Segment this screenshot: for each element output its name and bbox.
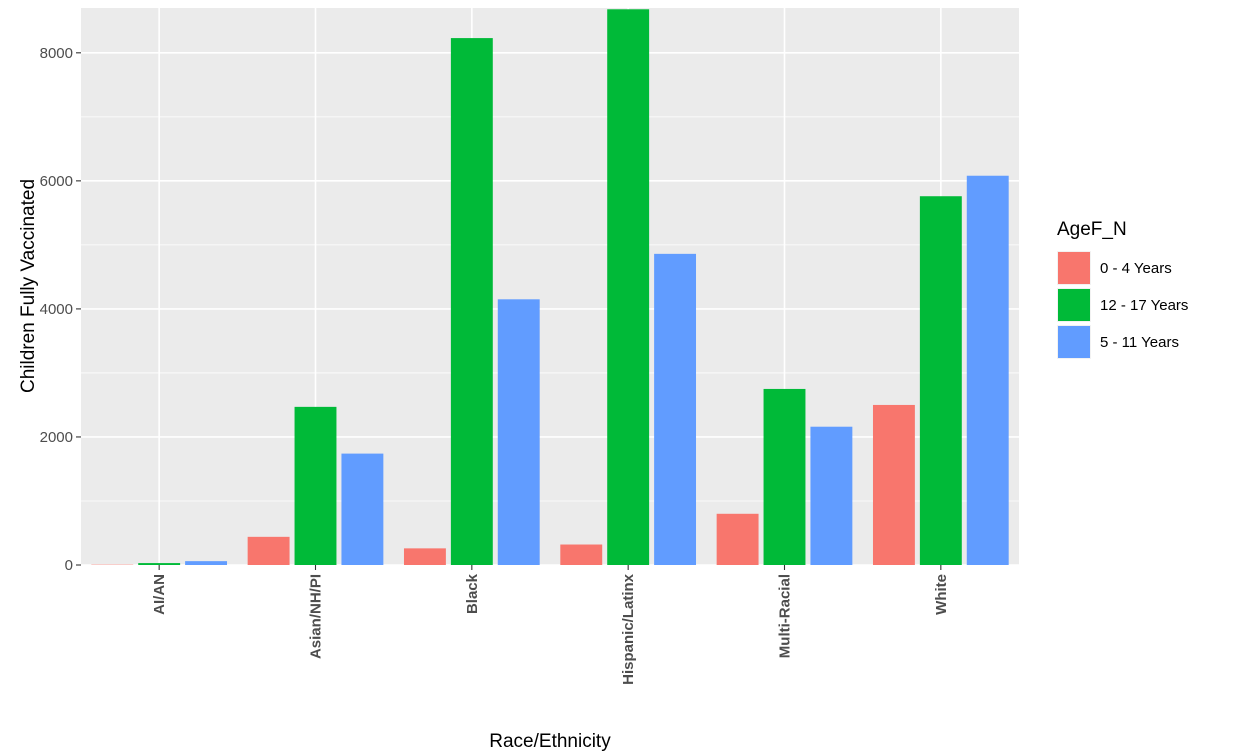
x-tick-label: AI/AN xyxy=(151,574,168,615)
legend-label: 5 - 11 Years xyxy=(1100,334,1179,351)
y-axis: 0 2000 4000 6000 8000 xyxy=(40,45,81,574)
bar xyxy=(560,544,603,565)
minor-gridlines xyxy=(81,116,1019,502)
y-tick-label: 2000 xyxy=(40,429,73,446)
x-tick-label: Asian/NH/PI xyxy=(308,574,325,659)
bar xyxy=(403,548,446,565)
bar xyxy=(607,9,650,566)
y-tick-label: 4000 xyxy=(40,301,73,318)
panel-background xyxy=(81,8,1019,565)
bar xyxy=(450,38,493,565)
y-tick-label: 6000 xyxy=(40,173,73,190)
x-axis-title: Race/Ethnicity xyxy=(489,731,611,752)
bar xyxy=(654,253,697,566)
legend-swatch xyxy=(1058,326,1090,358)
legend-swatch xyxy=(1058,252,1090,284)
y-tick-label: 8000 xyxy=(40,45,73,62)
bar xyxy=(872,404,915,565)
x-tick-label: Hispanic/Latinx xyxy=(620,573,637,685)
x-tick-label: Black xyxy=(464,573,481,614)
bar xyxy=(247,536,290,565)
bar xyxy=(294,406,337,565)
legend-label: 12 - 17 Years xyxy=(1100,297,1188,314)
legend-swatch xyxy=(1058,289,1090,321)
legend-title: AgeF_N xyxy=(1057,219,1127,240)
bar xyxy=(763,388,806,565)
bar xyxy=(716,513,759,565)
legend-label: 0 - 4 Years xyxy=(1100,260,1172,277)
x-tick-label: Multi-Racial xyxy=(777,574,794,658)
bar xyxy=(966,175,1009,565)
x-axis: AI/AN Asian/NH/PI Black Hispanic/Latinx Mult… xyxy=(151,565,950,685)
bar xyxy=(919,196,962,565)
y-axis-title: Children Fully Vaccinated xyxy=(18,179,39,393)
bar xyxy=(497,299,540,565)
bar xyxy=(341,453,384,565)
y-tick-label: 0 xyxy=(65,557,73,574)
x-tick-label: White xyxy=(933,574,950,615)
legend: AgeF_N 0 - 4 Years 12 - 17 Years 5 - 11 Ye… xyxy=(1057,219,1188,359)
bar xyxy=(185,561,228,565)
bar xyxy=(810,426,853,565)
bar xyxy=(138,563,181,565)
bars xyxy=(91,9,1009,566)
